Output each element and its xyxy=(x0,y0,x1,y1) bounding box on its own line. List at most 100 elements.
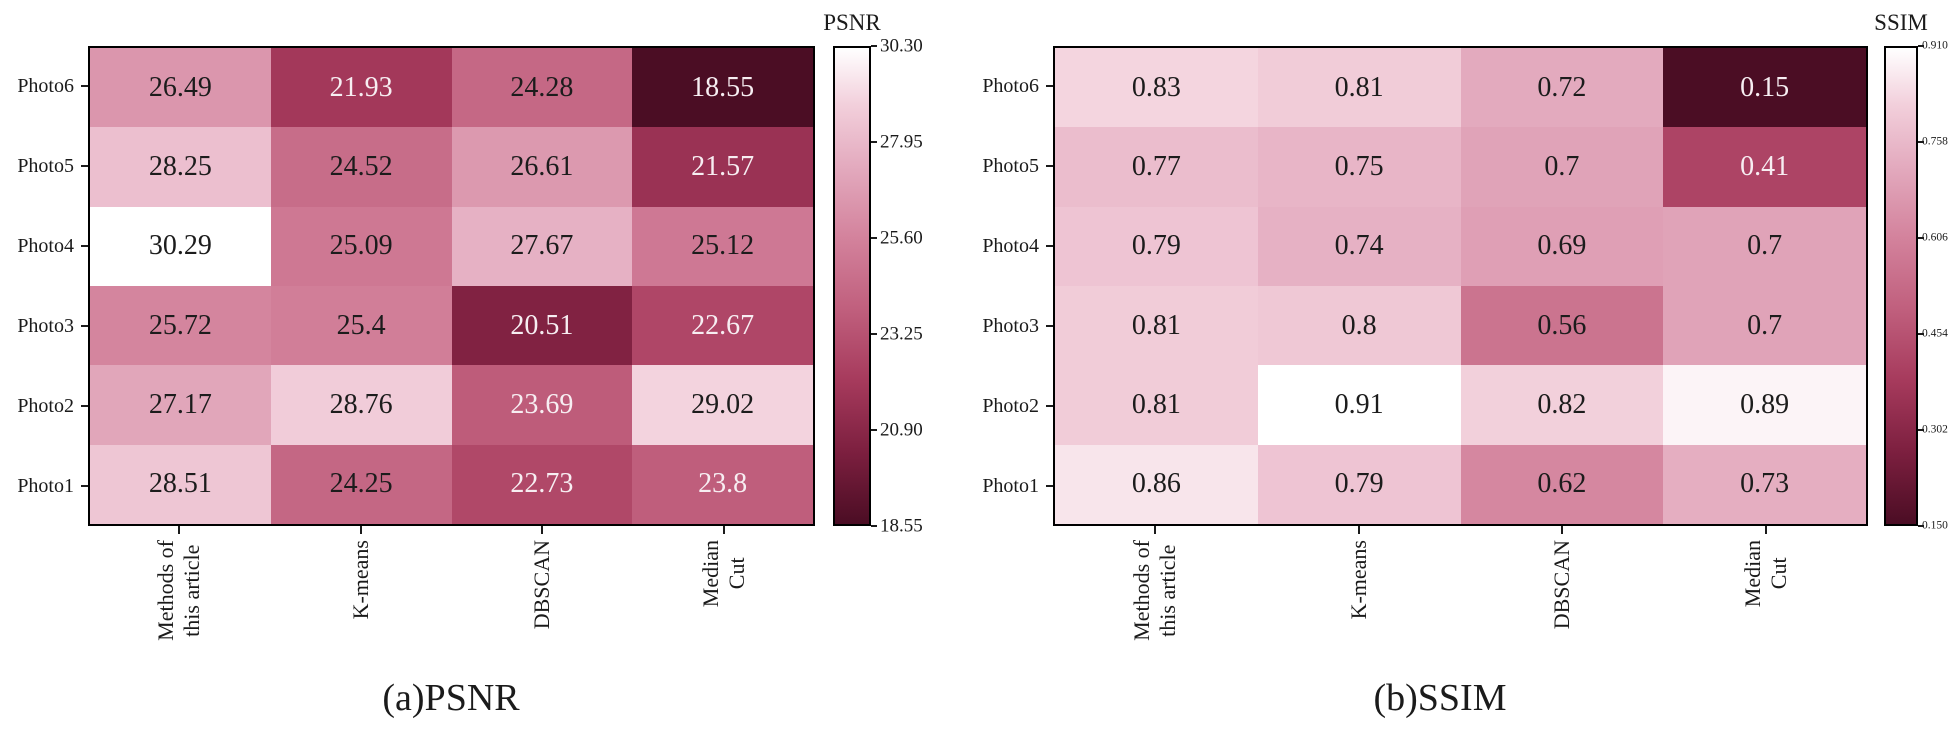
heatmap-cell: 0.56 xyxy=(1460,286,1664,366)
colorbar-tick-label: 0.1500 xyxy=(1922,519,1948,532)
heatmap-cell: 0.75 xyxy=(1257,127,1461,207)
y-tick-mark xyxy=(1046,405,1053,407)
x-tick-mark xyxy=(1357,526,1360,534)
x-tick-mark xyxy=(723,526,726,534)
colorbar-tick-label: 30.30 xyxy=(880,35,923,57)
colorbar-tick-label: 25.60 xyxy=(880,227,923,249)
heatmap-cell: 24.25 xyxy=(270,444,452,524)
y-tick-label: Photo6 xyxy=(17,74,74,97)
heatmap-cell: 0.79 xyxy=(1055,206,1258,286)
x-tick-label: DBSCAN xyxy=(529,540,555,630)
x-tick-mark xyxy=(1765,526,1768,534)
heatmap-cell: 0.81 xyxy=(1055,286,1258,366)
x-tick-label: Methods of this article xyxy=(152,540,204,641)
y-tick-mark xyxy=(81,165,88,167)
colorbar-tick-mark xyxy=(871,45,877,47)
y-tick-mark xyxy=(81,405,88,407)
heatmap-cell: 25.72 xyxy=(90,286,271,366)
y-tick-slot: Photo3 xyxy=(4,286,88,366)
heatmap-cell: 23.8 xyxy=(632,444,813,524)
heatmap-cell: 23.69 xyxy=(451,365,633,445)
x-tick-slot: Median Cut xyxy=(1664,526,1868,721)
heatmap-cell: 0.83 xyxy=(1055,48,1258,128)
psnr-caption: (a)PSNR xyxy=(382,677,520,719)
colorbar-tick-mark xyxy=(1918,141,1924,143)
colorbar-tick-mark xyxy=(871,333,877,335)
x-tick-label: Median Cut xyxy=(698,540,750,608)
heatmap-cell: 0.91 xyxy=(1257,365,1461,445)
y-tick-label: Photo2 xyxy=(982,394,1039,417)
x-tick-mark xyxy=(1561,526,1564,534)
y-tick-slot: Photo2 xyxy=(4,366,88,446)
heatmap-cell: 26.49 xyxy=(90,48,271,128)
heatmap-cell: 30.29 xyxy=(90,206,271,286)
heatmap-cell: 28.76 xyxy=(270,365,452,445)
psnr-colorbar-title: PSNR xyxy=(823,10,881,35)
colorbar-tick-mark xyxy=(1918,333,1924,335)
psnr-y-axis-labels: Photo6 Photo5 Photo4 Photo3 Photo2 Photo1 xyxy=(4,46,88,526)
y-tick-mark xyxy=(81,325,88,327)
heatmap-cell: 25.12 xyxy=(632,206,813,286)
y-tick-label: Photo1 xyxy=(17,474,74,497)
y-tick-mark xyxy=(81,485,88,487)
heatmap-cell: 22.67 xyxy=(632,286,813,366)
y-tick-label: Photo5 xyxy=(982,154,1039,177)
heatmap-cell: 0.41 xyxy=(1663,127,1866,207)
y-tick-mark xyxy=(1046,325,1053,327)
x-tick-label: K-means xyxy=(1345,540,1371,620)
y-tick-slot: Photo4 xyxy=(4,206,88,286)
heatmap-cell: 25.09 xyxy=(270,206,452,286)
x-tick-label: K-means xyxy=(347,540,373,620)
x-tick-slot: Median Cut xyxy=(633,526,815,721)
colorbar-tick-mark xyxy=(1918,525,1924,527)
heatmap-cell: 20.51 xyxy=(451,286,633,366)
x-tick-mark xyxy=(541,526,544,534)
x-tick-mark xyxy=(177,526,180,534)
psnr-x-axis-labels: Methods of this article K-means DBSCAN Media… xyxy=(88,526,815,721)
colorbar-tick-mark xyxy=(871,141,877,143)
heatmap-cell: 0.7 xyxy=(1663,206,1866,286)
y-tick-mark xyxy=(81,245,88,247)
y-tick-label: Photo2 xyxy=(17,394,74,417)
heatmap-cell: 0.15 xyxy=(1663,48,1866,128)
ssim-colorbar-title: SSIM xyxy=(1874,10,1928,35)
y-tick-slot: Photo4 xyxy=(969,206,1053,286)
heatmap-cell: 0.7 xyxy=(1663,286,1866,366)
heatmap-cell: 18.55 xyxy=(632,48,813,128)
heatmap-cell: 27.17 xyxy=(90,365,271,445)
ssim-colorbar xyxy=(1884,46,1918,526)
heatmap-cell: 25.4 xyxy=(270,286,452,366)
colorbar-tick-label: 18.55 xyxy=(880,515,923,537)
heatmap-cell: 0.8 xyxy=(1257,286,1461,366)
heatmap-cell: 0.89 xyxy=(1663,365,1866,445)
y-tick-slot: Photo1 xyxy=(4,446,88,526)
heatmap-cell: 0.81 xyxy=(1055,365,1258,445)
x-tick-mark xyxy=(1153,526,1156,534)
x-tick-slot: DBSCAN xyxy=(452,526,634,721)
x-tick-slot: DBSCAN xyxy=(1461,526,1665,721)
ssim-caption: (b)SSIM xyxy=(1373,677,1507,719)
psnr-colorbar xyxy=(833,46,871,526)
heatmap-cell: 0.74 xyxy=(1257,206,1461,286)
x-tick-mark xyxy=(359,526,362,534)
colorbar-tick-mark xyxy=(871,525,877,527)
ssim-x-axis-labels: Methods of this article K-means DBSCAN Media… xyxy=(1053,526,1868,721)
y-tick-mark xyxy=(1046,165,1053,167)
heatmap-cell: 0.69 xyxy=(1460,206,1664,286)
y-tick-slot: Photo1 xyxy=(969,446,1053,526)
heatmap-cell: 27.67 xyxy=(451,206,633,286)
colorbar-tick-mark xyxy=(1918,237,1924,239)
heatmap-cell: 29.02 xyxy=(632,365,813,445)
colorbar-tick-label: 27.95 xyxy=(880,131,923,153)
x-tick-label: Methods of this article xyxy=(1128,540,1180,641)
y-tick-label: Photo3 xyxy=(17,314,74,337)
psnr-heatmap: 26.49 21.93 24.28 18.55 28.25 24.52 26.61 21.57… xyxy=(88,46,815,526)
heatmap-cell: 0.82 xyxy=(1460,365,1664,445)
x-tick-slot: Methods of this article xyxy=(88,526,270,721)
heatmap-cell: 0.73 xyxy=(1663,444,1866,524)
heatmap-cell: 24.28 xyxy=(451,48,633,128)
colorbar-tick-mark xyxy=(1918,45,1924,47)
